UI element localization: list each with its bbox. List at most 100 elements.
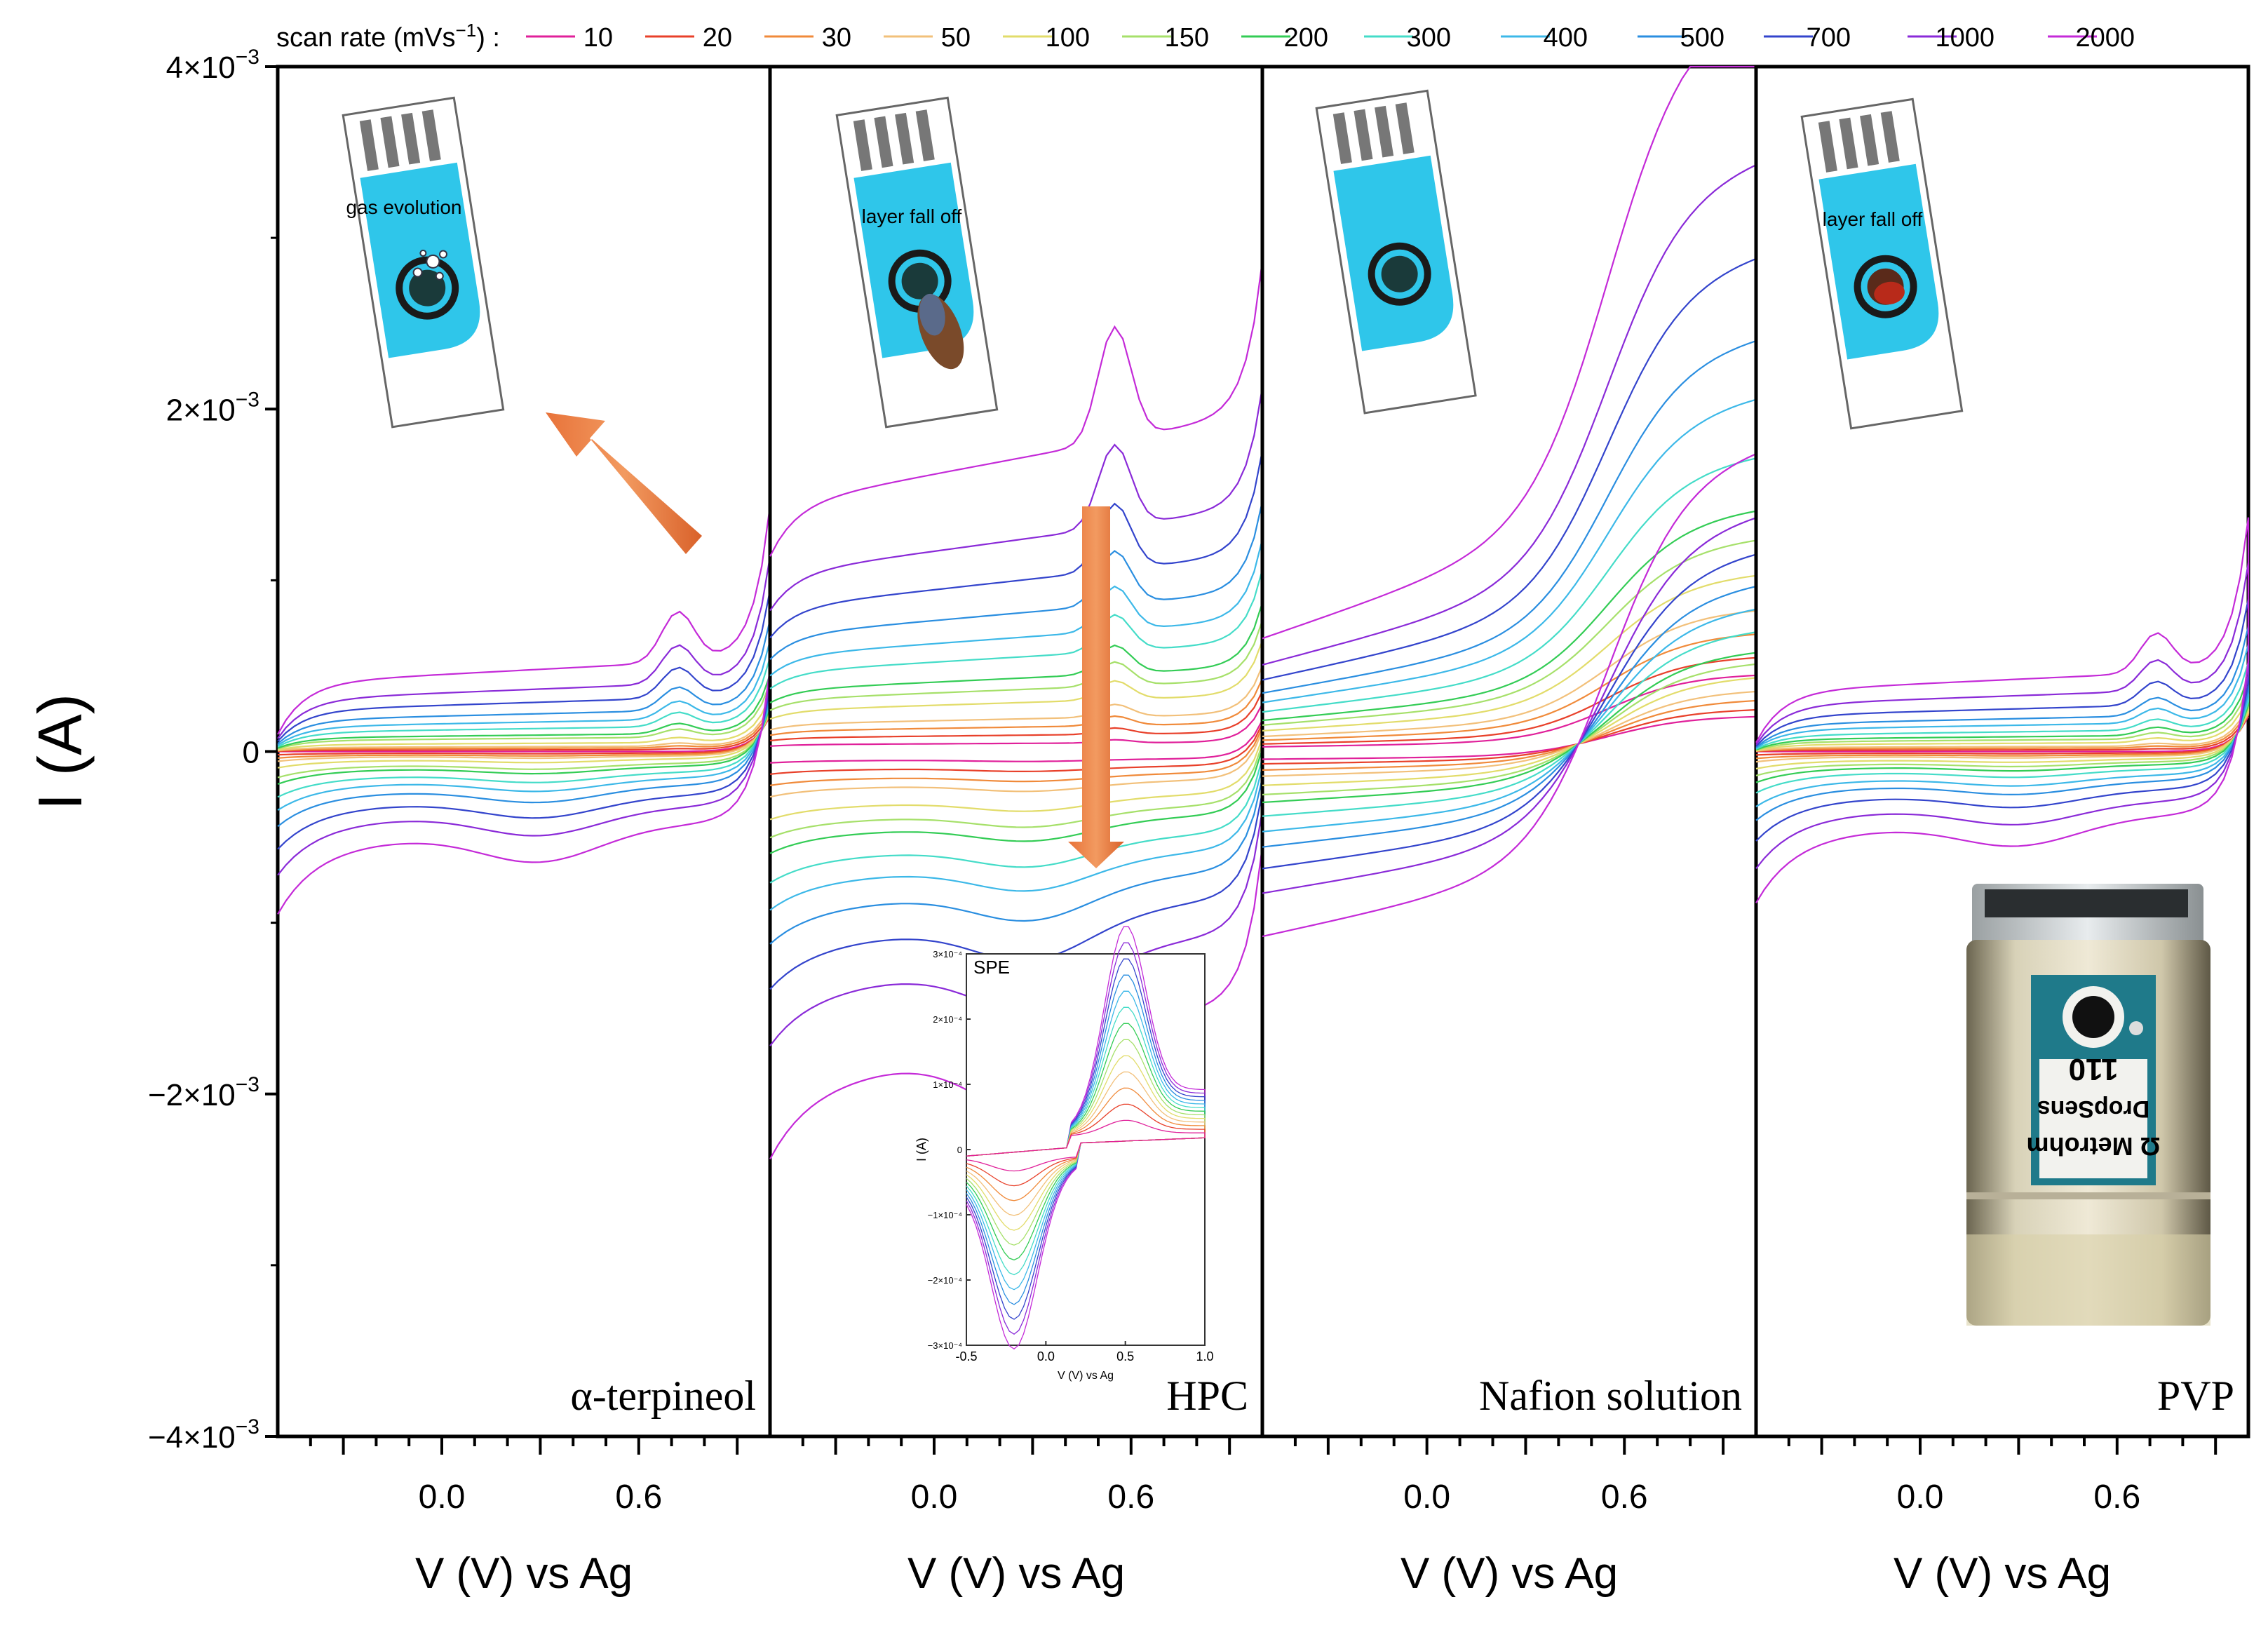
x-axis-4: 0.0 0.6 V (V) vs Ag	[1787, 1436, 2218, 1598]
panel-label: α-terpineol	[570, 1373, 756, 1419]
y-tick-label: 0	[243, 736, 259, 770]
legend-item-50: 50	[884, 23, 971, 53]
x-tick-label: 0.6	[1601, 1479, 1648, 1516]
arrow-down	[1068, 506, 1124, 868]
panel-frame	[1260, 65, 1758, 1439]
cv-curve-200	[769, 602, 1264, 854]
x-tick-label: 0.6	[1107, 1479, 1154, 1516]
y-tick-label: 4×10−3	[166, 46, 259, 85]
legend-item-100: 100	[1003, 23, 1090, 53]
legend-item-400: 400	[1501, 23, 1588, 53]
legend-item-2000: 2000	[2048, 23, 2135, 53]
electrode-gas-evolution	[342, 96, 505, 429]
legend-item-700: 700	[1764, 23, 1851, 53]
cv-curve-400	[1262, 398, 1757, 833]
legend-item-150: 150	[1122, 23, 1209, 53]
legend: scan rate (mVs−1) : 10 20 30 50 100 150 200 300…	[276, 20, 2135, 53]
legend-item-200: 200	[1241, 23, 1328, 53]
cv-curve-400	[1755, 644, 2250, 807]
inset-y-tick-label: 2×10⁻⁴	[933, 1014, 962, 1025]
inset-x-tick-label: 1.0	[1196, 1349, 1213, 1363]
inset-y-axis-title: I (A)	[914, 1138, 929, 1161]
inset-title: SPE	[973, 957, 1010, 978]
legend-label: 2000	[2075, 23, 2135, 53]
panel-label: Nafion solution	[1479, 1373, 1742, 1419]
x-axis-title: V (V) vs Ag	[415, 1549, 633, 1598]
cv-curve-700	[769, 450, 1264, 990]
arrow-up-left	[546, 412, 702, 554]
legend-label: 10	[583, 23, 613, 53]
electrode-layer-fall-off-hpc	[835, 96, 999, 429]
legend-label: 400	[1544, 23, 1588, 53]
legend-item-1000: 1000	[1908, 23, 1994, 53]
x-axis-1: 0.0 0.6 V (V) vs Ag	[309, 1436, 739, 1598]
photo-text-dropsens: DropSens	[2037, 1096, 2150, 1122]
legend-label: 50	[941, 23, 971, 53]
y-tick-label: 2×10−3	[166, 388, 259, 427]
cv-curve-1000	[277, 556, 771, 876]
x-axis-title: V (V) vs Ag	[1894, 1549, 2111, 1598]
legend-item-20: 20	[645, 23, 732, 53]
cv-curve-300	[1755, 661, 2250, 794]
x-axis-3: 0.0 0.6 V (V) vs Ag	[1293, 1436, 1725, 1598]
panel-4: PVP	[1754, 65, 2250, 1439]
electrode-nafion	[1315, 89, 1477, 415]
panel-label: HPC	[1166, 1373, 1248, 1419]
cv-curve-2000	[1755, 517, 2250, 903]
x-tick-label: 0.0	[911, 1479, 958, 1516]
photo-text-metrohm: Ω Metrohm	[2027, 1132, 2161, 1161]
electrode-layer-fall-off-pvp	[1800, 97, 1964, 430]
photo-text-110: 110	[2069, 1052, 2119, 1086]
layer-fall-off-pvp-label: layer fall off	[1823, 208, 1923, 230]
inset-x-tick-label: 0.5	[1116, 1349, 1134, 1363]
inset-cv-curve-2000	[966, 1119, 1206, 1172]
panel-label: PVP	[2157, 1373, 2234, 1419]
inset-y-tick-label: −3×10⁻⁴	[928, 1340, 962, 1351]
x-axis-title: V (V) vs Ag	[907, 1549, 1125, 1598]
panel-1: α-terpineol	[276, 65, 772, 1439]
cv-curve-1000	[1262, 163, 1757, 894]
panel-2: HPC	[768, 65, 1264, 1439]
inset-x-tick-label: -0.5	[955, 1349, 977, 1363]
cell-photo: 110 DropSens Ω Metrohm	[1959, 870, 2213, 1326]
x-tick-label: 0.0	[1897, 1479, 1944, 1516]
x-axis-2: 0.0 0.6 V (V) vs Ag	[801, 1436, 1231, 1598]
cv-curve-500	[277, 619, 771, 828]
panel-3: Nafion solution	[1260, 65, 1758, 1439]
x-tick-label: 0.0	[1403, 1479, 1450, 1516]
inset-frame	[966, 953, 1206, 1346]
legend-item-10: 10	[526, 23, 613, 53]
legend-item-300: 300	[1364, 23, 1451, 53]
gas-evolution-label: gas evolution	[346, 196, 461, 218]
cv-curve-50	[769, 666, 1264, 798]
legend-label: 700	[1807, 23, 1851, 53]
inset-y-tick-label: −1×10⁻⁴	[928, 1210, 962, 1220]
legend-label: 300	[1407, 23, 1451, 53]
legend-title: scan rate (mVs−1) :	[276, 20, 500, 53]
y-axis-title: I (A)	[25, 694, 95, 810]
x-axis-title: V (V) vs Ag	[1400, 1549, 1618, 1598]
legend-label: 500	[1680, 23, 1724, 53]
inset-chart: SPE 3×10⁻⁴ 2×10⁻⁴ 1×10⁻⁴ 0 −1×10⁻⁴ −2×10⁻⁴ −3×1…	[914, 926, 1214, 1382]
inset-x-tick-label: 0.0	[1037, 1349, 1055, 1363]
legend-label: 30	[822, 23, 851, 53]
inset-y-tick-label: −2×10⁻⁴	[928, 1275, 962, 1286]
layer-fall-off-hpc-label: layer fall off	[862, 206, 962, 227]
legend-item-500: 500	[1638, 23, 1724, 53]
y-axis: I (A) 4×10−3 2×10−3 0 −2×10−3 −4×10−3	[25, 46, 280, 1455]
cv-curve-700	[1755, 598, 2250, 842]
inset-y-tick-label: 0	[957, 1145, 962, 1155]
x-tick-label: 0.0	[419, 1479, 466, 1516]
cv-curve-150	[769, 620, 1264, 839]
legend-label: 100	[1046, 23, 1090, 53]
legend-label: 20	[703, 23, 732, 53]
inset-y-tick-label: 3×10⁻⁴	[933, 949, 962, 959]
cv-curve-400	[769, 539, 1264, 911]
inset-x-axis-title: V (V) vs Ag	[1058, 1370, 1114, 1382]
x-tick-label: 0.6	[615, 1479, 662, 1516]
y-tick-label: −2×10−3	[148, 1073, 259, 1112]
legend-label: 1000	[1935, 23, 1994, 53]
x-tick-label: 0.6	[2093, 1479, 2140, 1516]
legend-item-30: 30	[764, 23, 851, 53]
